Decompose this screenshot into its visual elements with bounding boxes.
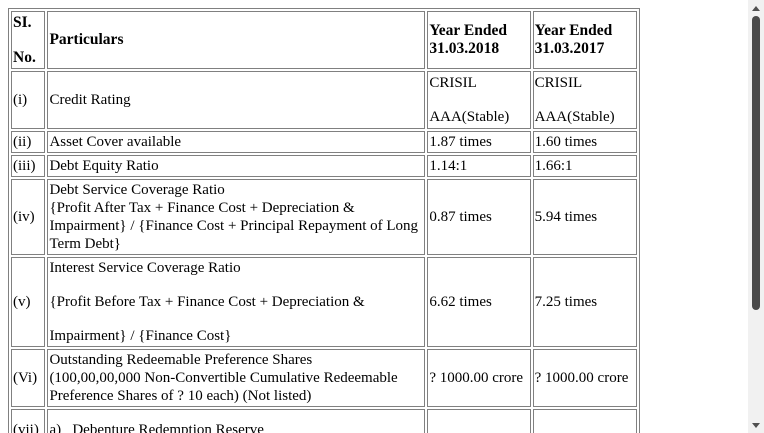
row-particular: Interest Service Coverage Ratio {Profit …: [47, 257, 426, 347]
row-sl: (ii): [11, 131, 46, 153]
value-2017-line2: AAA(Stable): [534, 109, 615, 125]
header-particulars: Particulars: [47, 11, 426, 69]
row-value-2017: 7.25 times: [532, 257, 637, 347]
row-sl: (vii): [11, 409, 46, 433]
table-row: (Vi) Outstanding Redeemable Preference S…: [11, 349, 637, 407]
value-2017-line1: CRISIL: [534, 75, 583, 91]
row-value-2018: ? 1000.00 crore: [427, 349, 531, 407]
row-sl: (iv): [11, 179, 46, 255]
row-sl: (Vi): [11, 349, 46, 407]
table-row: (iv) Debt Service Coverage Ratio {Profit…: [11, 179, 637, 255]
particular-line2: (100,00,00,000 Non-Convertible Cumulativ…: [49, 370, 398, 386]
vertical-scrollbar[interactable]: [748, 0, 764, 433]
header-no-label: No.: [13, 48, 36, 66]
row-value-2017: 1.60 times: [532, 131, 637, 153]
arrow-down-icon: [752, 422, 760, 428]
row-particular: Asset Cover available: [47, 131, 426, 153]
row-particular: Debt Equity Ratio: [47, 155, 426, 177]
row-value-2018: 0.87 times: [427, 179, 531, 255]
value-2018-line2: AAA(Stable): [429, 109, 510, 125]
row-value-2018: ? 250.00 crore: [427, 409, 531, 433]
scrollbar-thumb[interactable]: [752, 16, 760, 310]
particular-title: Interest Service Coverage Ratio: [49, 260, 241, 276]
header-year-2018-line1: Year Ended: [429, 22, 507, 39]
row-value-2018: 1.14:1: [427, 155, 531, 177]
header-year-2017-line2: 31.03.2017: [534, 40, 605, 57]
row-value-2017: ? 1000.00 crore: [532, 349, 637, 407]
value-2018-line1: CRISIL: [429, 75, 477, 91]
row-value-2017: ? 200.00 crore: [532, 409, 637, 433]
financial-ratios-table: SI. No. Particulars Year Ended 31.03.201…: [8, 8, 640, 433]
particular-line3: Preference Shares of ? 10 each) (Not lis…: [49, 388, 312, 404]
row-value-2018: 6.62 times: [427, 257, 531, 347]
arrow-up-icon: [752, 5, 760, 11]
header-sl-no: SI. No.: [11, 11, 46, 69]
header-year-2017-line1: Year Ended: [534, 22, 613, 39]
row-sl: (v): [11, 257, 46, 347]
header-year-2018: Year Ended 31.03.2018: [427, 11, 531, 69]
scroll-up-button[interactable]: [748, 0, 764, 16]
document-viewport: SI. No. Particulars Year Ended 31.03.201…: [8, 8, 640, 433]
row-value-2018: CRISIL AAA(Stable): [427, 71, 531, 129]
particular-formula: {Profit After Tax + Finance Cost + Depre…: [49, 200, 419, 252]
row-sl: (iii): [11, 155, 46, 177]
particular-formula-line2: Impairment} / {Finance Cost}: [49, 328, 232, 344]
table-row: (ii) Asset Cover available 1.87 times 1.…: [11, 131, 637, 153]
table-header-row: SI. No. Particulars Year Ended 31.03.201…: [11, 11, 637, 69]
row-value-2017: CRISIL AAA(Stable): [532, 71, 637, 129]
row-value-2018: 1.87 times: [427, 131, 531, 153]
row-particular: Credit Rating: [47, 71, 426, 129]
row-value-2017: 1.66:1: [532, 155, 637, 177]
table-row: (v) Interest Service Coverage Ratio {Pro…: [11, 257, 637, 347]
row-particular: a) Debenture Redemption Reserve: [47, 409, 426, 433]
header-year-2017: Year Ended 31.03.2017: [532, 11, 637, 69]
row-sl: (i): [11, 71, 46, 129]
header-sl-label: SI.: [13, 13, 32, 31]
header-year-2018-line2: 31.03.2018: [429, 40, 500, 57]
table-row: (vii) a) Debenture Redemption Reserve ? …: [11, 409, 637, 433]
particular-title: Debt Service Coverage Ratio: [49, 182, 225, 198]
row-particular: Debt Service Coverage Ratio {Profit Afte…: [47, 179, 426, 255]
row-particular: Outstanding Redeemable Preference Shares…: [47, 349, 426, 407]
row-value-2017: 5.94 times: [532, 179, 637, 255]
table-row: (i) Credit Rating CRISIL AAA(Stable) CRI…: [11, 71, 637, 129]
scroll-down-button[interactable]: [748, 417, 764, 433]
particular-line1: Outstanding Redeemable Preference Shares: [49, 352, 313, 368]
particular-formula-line1: {Profit Before Tax + Finance Cost + Depr…: [49, 294, 365, 310]
table-row: (iii) Debt Equity Ratio 1.14:1 1.66:1: [11, 155, 637, 177]
